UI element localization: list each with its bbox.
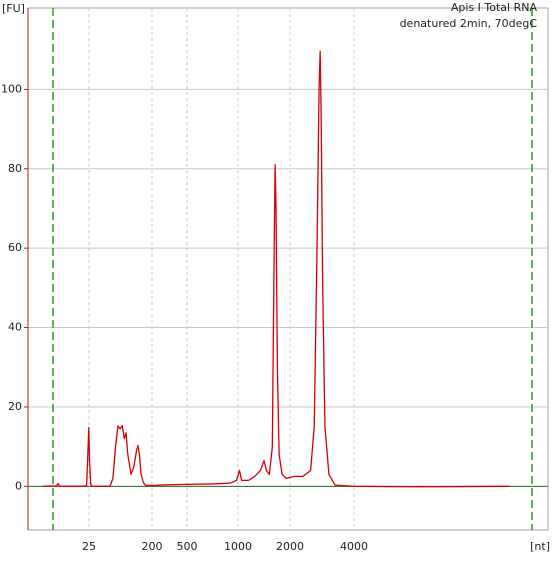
y-tick-label: 40 [8, 321, 22, 334]
chart-title: Apis I Total RNA [451, 1, 538, 14]
trace [42, 50, 509, 488]
plot-area [27, 7, 549, 531]
y-tick-label: 0 [15, 479, 22, 492]
x-tick-label: 2000 [276, 540, 304, 553]
y-tick-label: 100 [1, 82, 22, 95]
x-tick-label: 200 [142, 540, 163, 553]
y-tick-label: 20 [8, 400, 22, 413]
y-tick-label: 80 [8, 162, 22, 175]
x-tick-label: 1000 [224, 540, 252, 553]
grid [28, 8, 548, 530]
x-axis-label: [nt] [530, 540, 550, 553]
x-tick-label: 25 [82, 540, 96, 553]
y-axis-label: [FU] [2, 2, 25, 15]
y-tick-label: 60 [8, 241, 22, 254]
x-tick-label: 500 [177, 540, 198, 553]
x-tick-label: 4000 [340, 540, 368, 553]
chart-subtitle: denatured 2min, 70degC [400, 17, 538, 30]
